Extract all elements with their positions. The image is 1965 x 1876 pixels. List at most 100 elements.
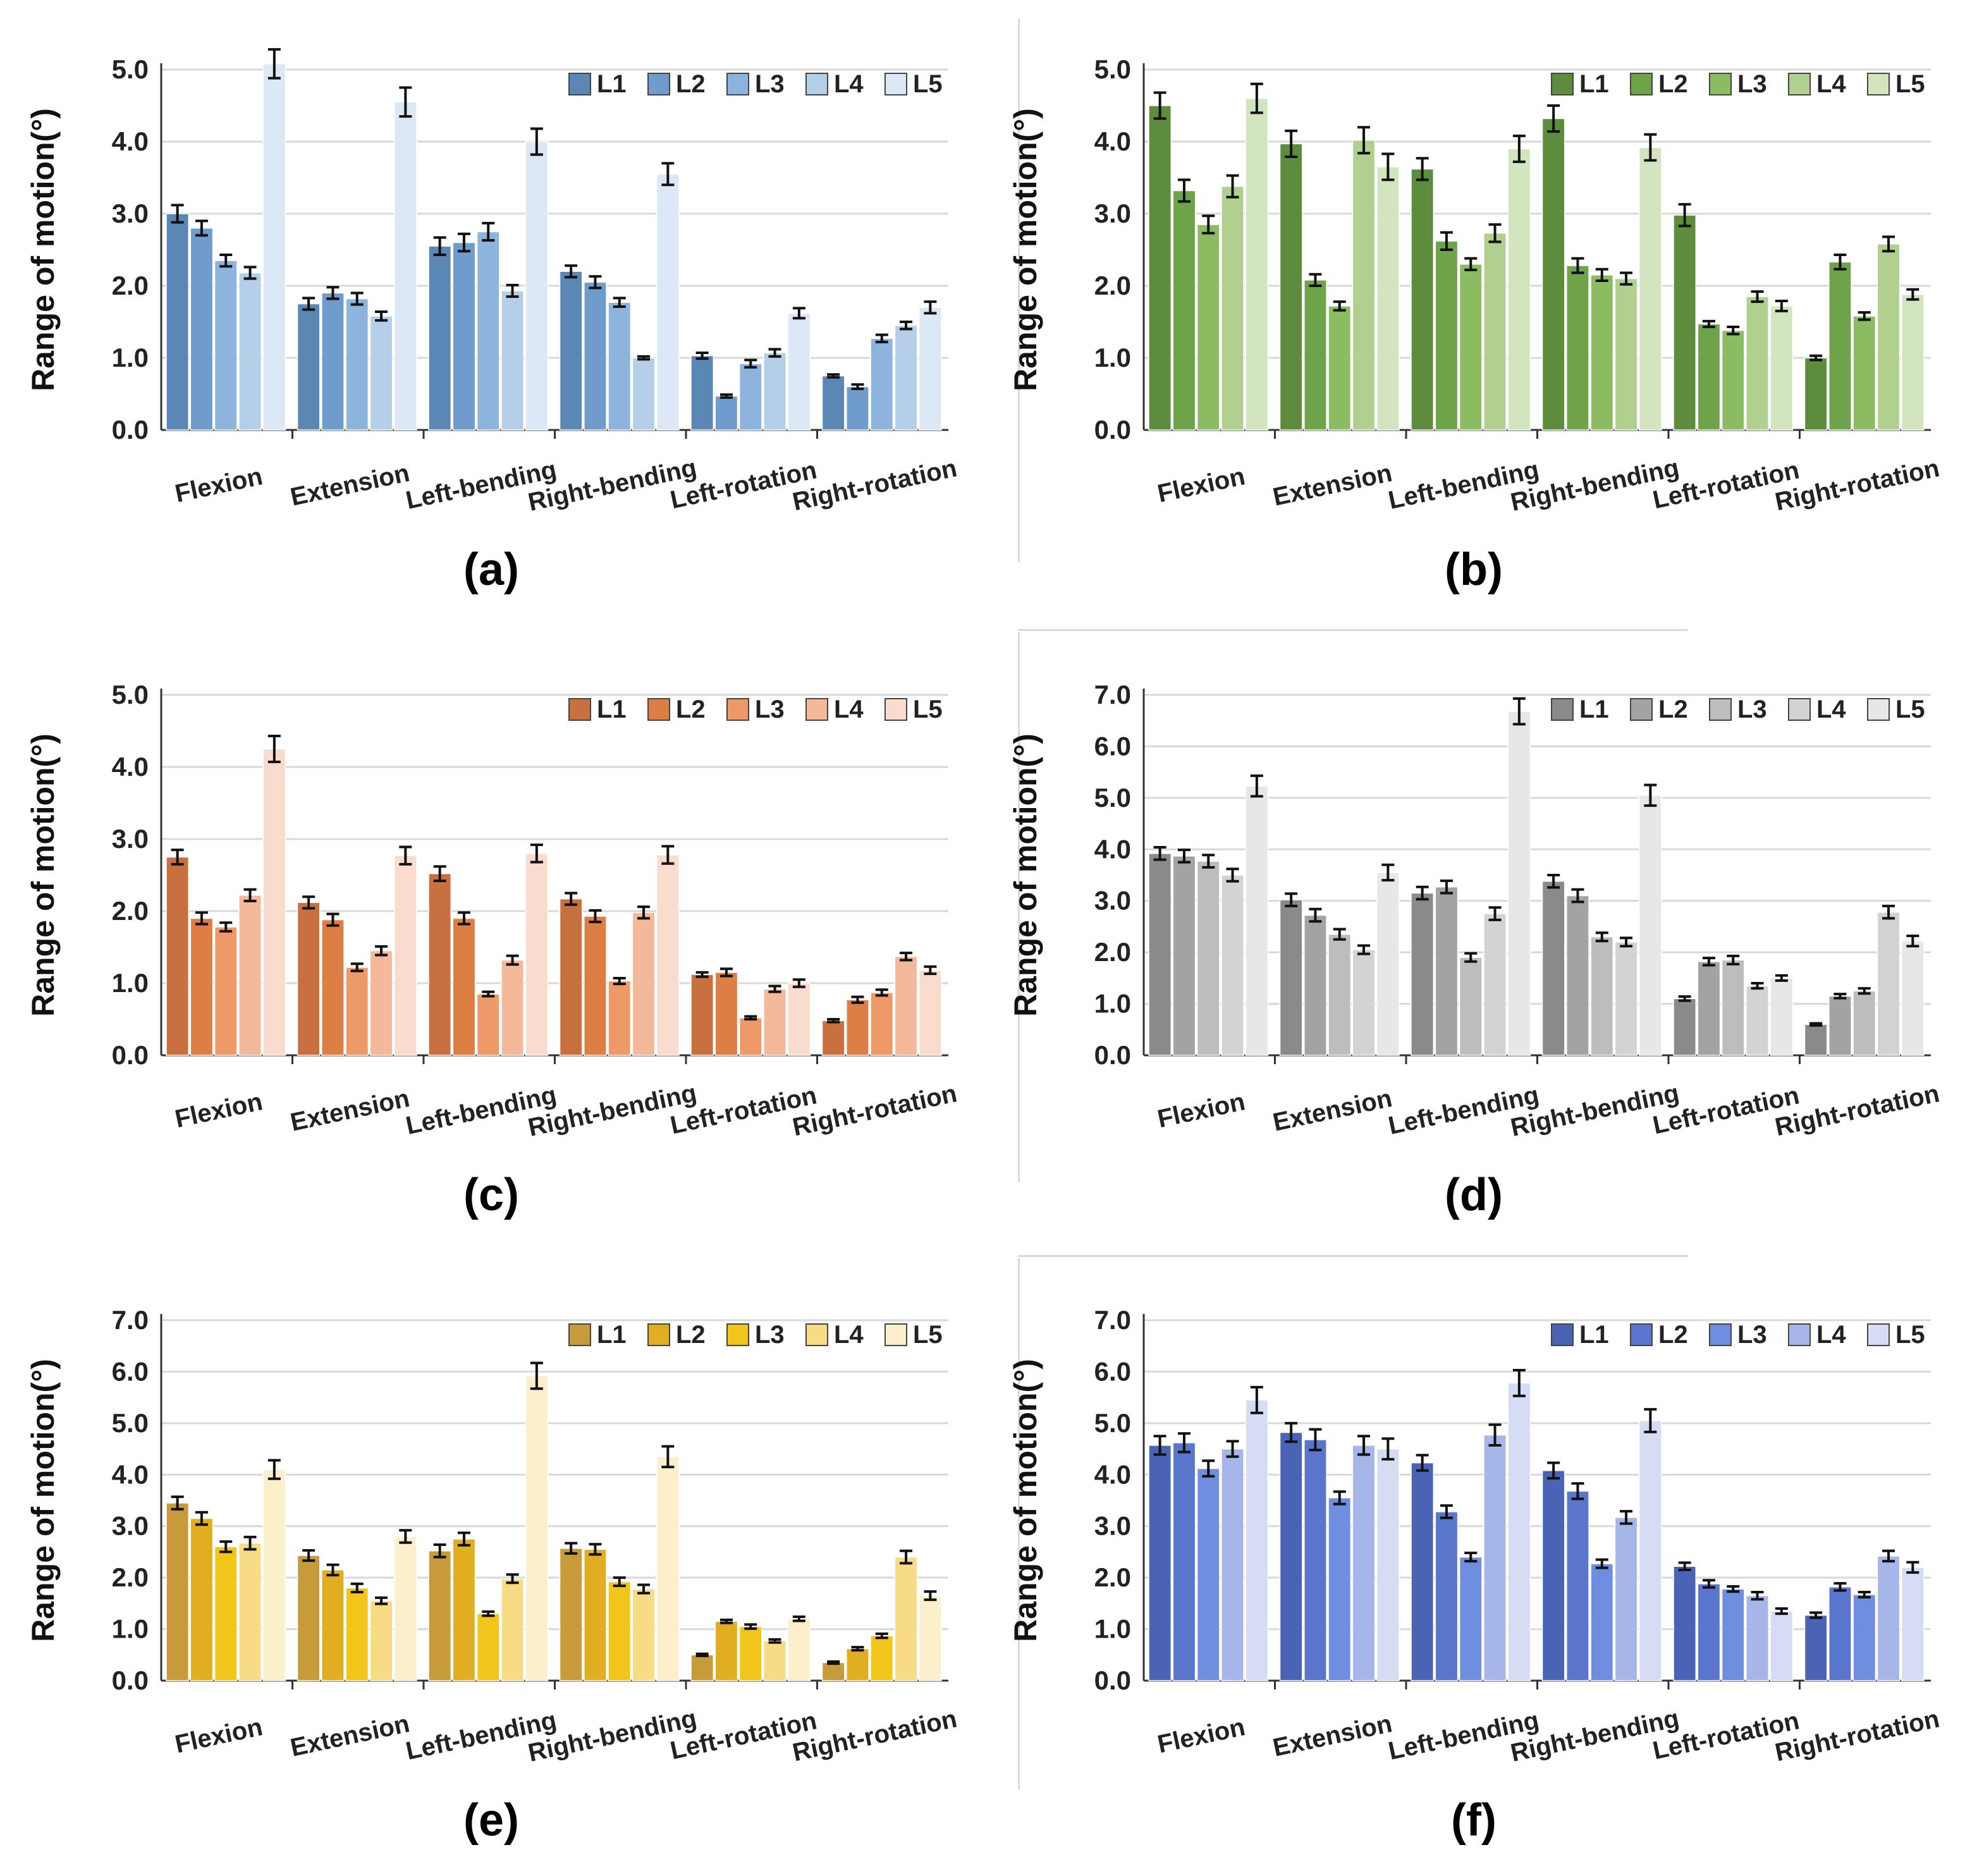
y-tick-label: 7.0 (1094, 1305, 1131, 1335)
bar-l2-left-bending (452, 917, 476, 1056)
bar-l2-left-rotation (1697, 1583, 1721, 1681)
bar-l5-left-bending (1507, 711, 1531, 1056)
legend-swatch-l5 (885, 698, 907, 721)
y-tick-label: 2.0 (1094, 937, 1131, 967)
error-bar (851, 1646, 864, 1652)
y-tick-label: 5.0 (112, 54, 149, 84)
error-bar (1285, 892, 1298, 907)
legend-swatch-l4 (805, 73, 828, 95)
bar-l1-right-bending (559, 271, 583, 431)
legend-swatch-l4 (1788, 698, 1811, 721)
error-bar (1547, 1461, 1560, 1480)
error-bar (1702, 957, 1715, 967)
bar-l4-right-rotation (894, 956, 918, 1056)
y-tick-label: 3.0 (1094, 1511, 1131, 1541)
error-bar (661, 162, 675, 187)
bar-l4-flexion (1221, 874, 1244, 1056)
bar-l3-flexion (214, 260, 238, 431)
bar-l4-left-bending (501, 290, 524, 431)
legend-swatch-l3 (1709, 698, 1732, 721)
bar-l2-extension (1304, 914, 1327, 1056)
error-bar (1620, 1510, 1633, 1525)
x-tick-label: Flexion (1155, 1713, 1247, 1758)
y-tick-label: 1.0 (112, 343, 149, 372)
bar-l3-right-bending (608, 1581, 632, 1681)
bar-l1-left-bending (428, 245, 452, 431)
error-bar (350, 1582, 364, 1593)
error-bar (1153, 1435, 1166, 1456)
legend-label-l5: L5 (1895, 1321, 1925, 1349)
bar-l1-flexion (166, 213, 190, 431)
error-bar (719, 1618, 733, 1624)
legend-swatch-l5 (1867, 1323, 1890, 1346)
bar-l3-extension (345, 967, 369, 1056)
bar-l5-right-bending (1638, 147, 1662, 431)
legend-swatch-l4 (805, 698, 828, 721)
error-bar (195, 219, 208, 237)
bar-l3-left-bending (1459, 957, 1483, 1056)
error-bar (1464, 257, 1478, 271)
error-bar (1571, 1482, 1584, 1500)
bar-l2-left-bending (1435, 1511, 1459, 1681)
legend-swatch-l2 (1630, 1323, 1653, 1346)
error-bar (195, 911, 208, 926)
error-bar (589, 1543, 602, 1556)
error-bar (243, 266, 257, 280)
bar-l4-right-bending (632, 912, 656, 1056)
error-bar (1381, 1437, 1395, 1461)
error-bar (792, 978, 805, 988)
error-bar (1882, 904, 1895, 920)
x-tick-label: Extension (1270, 459, 1394, 512)
bar-l1-right-bending (559, 1547, 583, 1681)
legend-label-l5: L5 (913, 1321, 943, 1349)
error-bar (1751, 982, 1764, 990)
bar-l1-left-bending (1411, 168, 1435, 431)
y-tick-label: 2.0 (112, 896, 149, 926)
error-bar (267, 734, 281, 764)
bar-l4-left-bending (501, 959, 524, 1056)
legend-swatch-l5 (885, 1323, 907, 1346)
bar-l1-right-bending (1541, 1470, 1565, 1681)
error-bar (1644, 1407, 1657, 1433)
bar-l4-extension (1352, 1445, 1376, 1681)
y-tick-label: 0.0 (1094, 1040, 1131, 1070)
error-bar (661, 1445, 675, 1469)
error-bar (1488, 906, 1502, 921)
error-bar (326, 912, 340, 927)
bar-l5-right-rotation (1901, 293, 1925, 431)
x-tick-label: Right-rotation (1773, 454, 1942, 516)
error-bar (1333, 928, 1346, 941)
bar-l3-right-rotation (870, 338, 894, 431)
bar-l1-extension (297, 303, 321, 431)
bar-l1-right-rotation (1804, 357, 1828, 431)
horizontal-divider-right-2 (1018, 1255, 1688, 1257)
bar-l3-flexion (1196, 861, 1220, 1056)
error-bar (1595, 1558, 1608, 1569)
bar-l5-flexion (262, 1469, 286, 1681)
bar-l5-extension (1376, 1448, 1400, 1681)
error-bar (433, 1543, 446, 1559)
error-bar (1833, 253, 1847, 271)
bar-l2-left-bending (452, 242, 476, 431)
error-bar (375, 1596, 388, 1605)
bar-l1-left-rotation (1673, 214, 1697, 431)
bar-l2-right-rotation (1828, 261, 1852, 431)
panel-d: 0.0 1.0 2.0 3.0 4.0 5.0 6.0 7.0 Range of motion(… (982, 625, 1965, 1251)
error-bar (1620, 271, 1633, 286)
error-bar (506, 954, 519, 966)
error-bar (1416, 1454, 1429, 1472)
y-axis-label: Range of motion(°) (1008, 1359, 1043, 1642)
bar-l3-left-bending (476, 993, 500, 1056)
error-bar (744, 1623, 757, 1630)
error-bar (768, 984, 781, 993)
panel-f: 0.0 1.0 2.0 3.0 4.0 5.0 6.0 7.0 Range of motion(… (982, 1251, 1965, 1876)
legend-label-l1: L1 (1579, 1321, 1609, 1349)
legend-swatch-l1 (1551, 1323, 1574, 1346)
bar-l2-left-rotation (1697, 961, 1721, 1056)
error-bar (695, 1652, 709, 1657)
legend-label-l1: L1 (1579, 696, 1609, 723)
legend-swatch-l2 (647, 1323, 670, 1346)
bar-l3-extension (345, 1587, 369, 1681)
legend-label-l1: L1 (597, 1321, 627, 1349)
error-bar (695, 971, 709, 978)
